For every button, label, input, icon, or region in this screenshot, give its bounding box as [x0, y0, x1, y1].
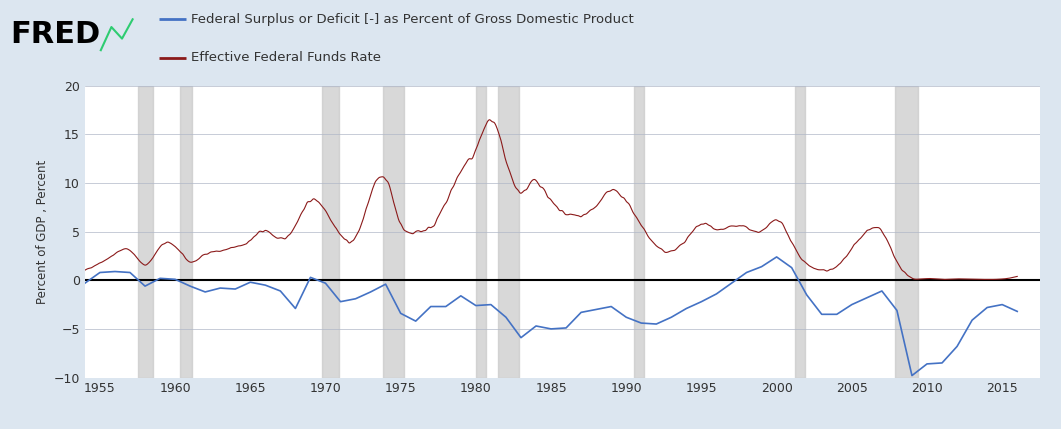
Bar — [383, 86, 403, 378]
Y-axis label: Percent of GDP , Percent: Percent of GDP , Percent — [36, 160, 50, 304]
Bar — [499, 86, 520, 378]
Bar — [633, 86, 644, 378]
Bar — [138, 86, 153, 378]
Bar — [895, 86, 918, 378]
Text: Federal Surplus or Deficit [-] as Percent of Gross Domestic Product: Federal Surplus or Deficit [-] as Percen… — [191, 13, 633, 26]
Bar — [476, 86, 486, 378]
Bar — [795, 86, 805, 378]
Bar — [179, 86, 192, 378]
Bar — [323, 86, 340, 378]
Text: FRED: FRED — [11, 20, 101, 49]
Text: Effective Federal Funds Rate: Effective Federal Funds Rate — [191, 51, 381, 64]
